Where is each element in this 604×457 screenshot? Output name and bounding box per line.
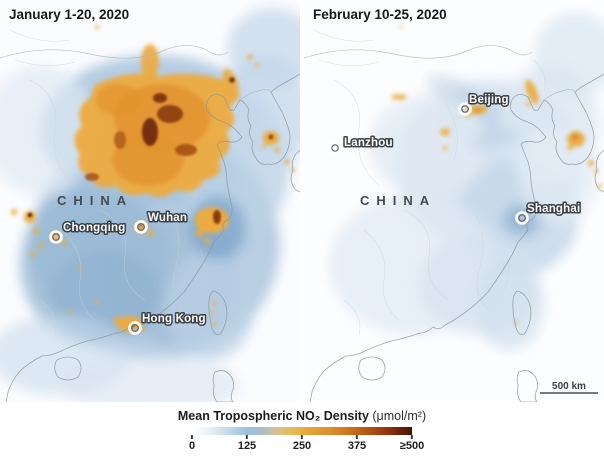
land-texture-lines	[313, 29, 546, 336]
chongqing-marker	[49, 230, 63, 244]
country-borders	[0, 45, 272, 101]
legend-tick-0: 0	[189, 435, 195, 452]
map-panel-january: CHINA Chongqing Wuhan Hong Kong January …	[0, 0, 300, 402]
legend-title-text: Mean Tropospheric NO₂ Density	[177, 409, 369, 423]
country-borders	[304, 45, 576, 101]
lanzhou-marker	[328, 141, 342, 155]
tick-mark	[410, 435, 413, 439]
beijing-label: Beijing	[469, 94, 509, 106]
coastlines	[5, 73, 300, 402]
wuhan-label: Wuhan	[148, 212, 187, 224]
panel-title-february: February 10-25, 2020	[313, 7, 447, 22]
hong-kong-label: Hong Kong	[142, 313, 206, 325]
chongqing-label: Chongqing	[63, 222, 125, 234]
legend-tick-375: 375	[348, 435, 366, 452]
wuhan-marker	[134, 220, 148, 234]
scale-bar-label: 500 km	[552, 381, 586, 392]
no2-extreme-layer	[27, 77, 274, 329]
hong-kong-marker	[128, 321, 142, 335]
tick-mark	[355, 435, 358, 439]
coastlines	[309, 73, 604, 402]
legend-tick-125: 125	[238, 435, 256, 452]
legend-title: Mean Tropospheric NO₂ Density (μmol/m²)	[0, 409, 604, 423]
country-label-january: CHINA	[57, 193, 133, 208]
no2-high-layer	[391, 25, 602, 325]
legend: Mean Tropospheric NO₂ Density (μmol/m²) …	[0, 402, 604, 457]
legend-tick-250: 250	[293, 435, 311, 452]
shanghai-label: Shanghai	[527, 203, 580, 215]
legend-units: (μmol/m²)	[372, 409, 427, 423]
legend-tick-row: 0 125 250 375 ≥500	[189, 435, 424, 453]
lanzhou-label: Lanzhou	[344, 137, 393, 149]
tick-mark	[191, 435, 193, 439]
beijing-marker	[458, 102, 472, 116]
tick-mark	[245, 435, 248, 439]
scale-bar: 500 km	[540, 381, 598, 394]
country-label-february: CHINA	[360, 193, 436, 208]
tick-mark	[300, 435, 303, 439]
legend-tick-500: ≥500	[400, 435, 424, 452]
february-map: CHINA Lanzhou Beijing Shanghai 500 km	[304, 0, 604, 402]
shanghai-marker	[515, 211, 529, 225]
map-panel-february: CHINA Lanzhou Beijing Shanghai 500 km	[304, 0, 604, 402]
january-map: CHINA Chongqing Wuhan Hong Kong January …	[0, 0, 300, 402]
legend-colorbar	[192, 427, 412, 435]
land-texture-lines	[9, 29, 206, 336]
panel-title-january: January 1-20, 2020	[9, 7, 129, 22]
